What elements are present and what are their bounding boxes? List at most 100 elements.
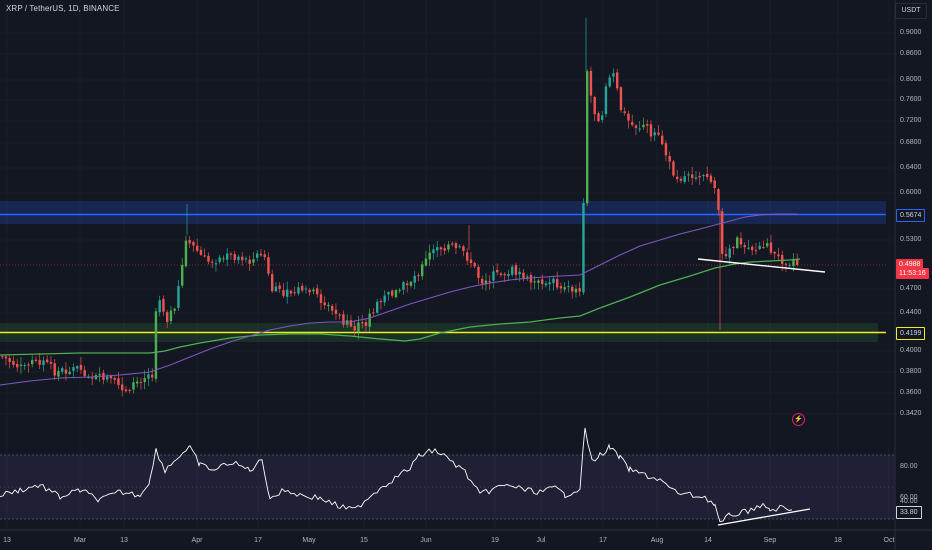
candle-body bbox=[593, 96, 596, 115]
candle-body bbox=[496, 270, 499, 273]
candle-body bbox=[49, 361, 53, 364]
candle-body bbox=[274, 286, 278, 292]
rsi-tick-40: 40.00 bbox=[900, 498, 918, 505]
currency-button[interactable]: USDT bbox=[895, 3, 927, 19]
candle-body bbox=[747, 247, 750, 249]
candle-body bbox=[199, 249, 203, 255]
resistance-price-tag: 0.5674 bbox=[896, 209, 926, 222]
candle-body bbox=[398, 289, 401, 291]
candle-body bbox=[46, 359, 49, 363]
candle-body bbox=[169, 310, 173, 322]
candle-body bbox=[76, 366, 79, 369]
candle-body bbox=[619, 87, 623, 111]
candle-body bbox=[698, 176, 701, 178]
candle-body bbox=[766, 243, 769, 247]
lightning-icon[interactable]: ⚡ bbox=[792, 413, 805, 426]
time-tick-label: Aug bbox=[650, 537, 664, 544]
candle-body bbox=[634, 125, 638, 129]
candle-body bbox=[282, 290, 285, 296]
candle-body bbox=[717, 189, 720, 210]
candle-body bbox=[304, 288, 308, 290]
candle-body bbox=[582, 202, 585, 293]
candle-body bbox=[702, 174, 705, 177]
candle-body bbox=[751, 246, 754, 251]
time-tick-label: Sep bbox=[763, 537, 777, 544]
candle-body bbox=[23, 365, 26, 367]
price-tick-label: 0.4700 bbox=[900, 285, 922, 292]
candle-body bbox=[19, 364, 23, 366]
candle-body bbox=[319, 294, 323, 303]
rsi-current-tag: 33.80 bbox=[896, 506, 922, 519]
candle-body bbox=[391, 290, 394, 296]
candle-body bbox=[421, 264, 424, 277]
price-tick-label: 0.6400 bbox=[900, 164, 922, 171]
candle-body bbox=[338, 314, 341, 316]
candle-body bbox=[136, 381, 139, 384]
price-tick-label: 0.4000 bbox=[900, 347, 922, 354]
symbol-title[interactable]: XRP / TetherUS, 1D, BINANCE bbox=[6, 4, 120, 13]
candle-body bbox=[4, 356, 8, 359]
candle-body bbox=[117, 378, 120, 386]
price-tick-label: 0.7200 bbox=[900, 117, 922, 124]
candle-body bbox=[83, 370, 86, 376]
current-price-tag: 0.4988 bbox=[896, 259, 924, 270]
rsi-line bbox=[0, 427, 793, 523]
candle-body bbox=[331, 305, 334, 311]
candle-body bbox=[732, 247, 735, 249]
candle-body bbox=[687, 174, 690, 176]
time-tick-label: 17 bbox=[599, 537, 607, 544]
candle-body bbox=[301, 285, 304, 291]
candle-body bbox=[458, 246, 461, 248]
candle-body bbox=[241, 256, 244, 261]
candle-body bbox=[721, 211, 724, 254]
candle-body bbox=[473, 262, 476, 267]
price-tick-label: 0.6800 bbox=[900, 139, 922, 146]
candle-body bbox=[451, 243, 454, 245]
time-tick-label: Apr bbox=[191, 537, 203, 544]
candle-body bbox=[38, 360, 41, 365]
candle-body bbox=[173, 308, 176, 311]
candle-body bbox=[128, 390, 131, 392]
candle-body bbox=[492, 271, 495, 281]
candle-body bbox=[121, 384, 124, 391]
rsi-band bbox=[0, 455, 895, 519]
candle-body bbox=[439, 247, 443, 250]
time-tick-label: 18 bbox=[834, 537, 842, 544]
price-tick-label: 0.3600 bbox=[900, 389, 922, 396]
candle-body bbox=[777, 254, 780, 257]
candle-body bbox=[109, 375, 113, 379]
candle-body bbox=[526, 276, 529, 278]
candle-body bbox=[192, 241, 195, 246]
candle-body bbox=[679, 178, 683, 181]
candle-body bbox=[469, 259, 473, 264]
candle-body bbox=[376, 301, 379, 313]
candlestick-series bbox=[1, 18, 799, 397]
candle-body bbox=[511, 266, 514, 275]
candle-body bbox=[642, 124, 645, 128]
candle-body bbox=[627, 113, 630, 121]
candle-body bbox=[218, 257, 221, 263]
candle-body bbox=[406, 283, 409, 286]
time-tick-label: 17 bbox=[254, 537, 262, 544]
candle-body bbox=[466, 252, 469, 261]
candle-body bbox=[106, 376, 109, 380]
candle-body bbox=[342, 314, 345, 325]
candle-body bbox=[207, 255, 210, 262]
candle-body bbox=[147, 374, 150, 379]
time-tick-label: Mar bbox=[73, 537, 87, 544]
candle-body bbox=[604, 86, 608, 115]
rsi-trend-line bbox=[717, 508, 811, 526]
candle-body bbox=[529, 275, 533, 283]
candle-body bbox=[537, 280, 540, 283]
candle-body bbox=[308, 289, 311, 293]
candle-body bbox=[139, 382, 143, 384]
candle-body bbox=[226, 253, 229, 260]
candle-body bbox=[256, 253, 259, 258]
price-tick-label: 0.8000 bbox=[900, 76, 922, 83]
candle-body bbox=[743, 245, 746, 248]
candle-body bbox=[646, 124, 649, 126]
candle-body bbox=[237, 256, 240, 261]
candle-body bbox=[1, 356, 4, 358]
candle-body bbox=[57, 370, 60, 377]
